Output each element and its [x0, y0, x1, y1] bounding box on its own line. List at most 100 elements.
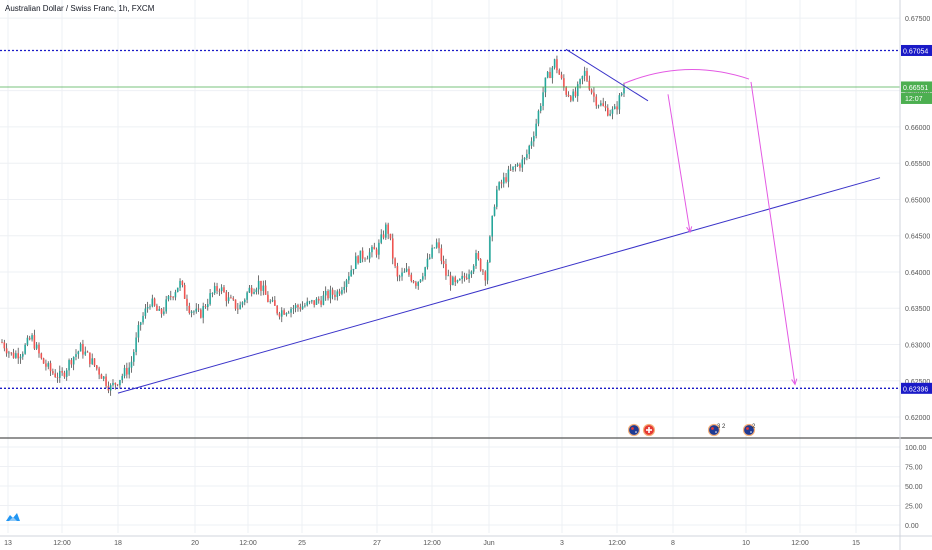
- candle-body: [311, 300, 313, 302]
- candle-body: [435, 242, 438, 248]
- candle-body: [3, 342, 6, 349]
- candle-body: [52, 371, 54, 374]
- candle-body: [519, 164, 521, 168]
- candle-body: [604, 105, 607, 108]
- candle-body: [422, 276, 424, 280]
- candle-body: [472, 265, 475, 272]
- candle-body: [442, 260, 445, 264]
- candle-body: [287, 312, 290, 314]
- candle-body: [183, 285, 186, 299]
- candle-body: [202, 306, 204, 318]
- flag-au-icon[interactable]: 3 2: [707, 423, 727, 437]
- candle-body: [149, 306, 151, 308]
- candle-body: [232, 298, 235, 300]
- candle-body: [516, 164, 519, 166]
- candle-body: [253, 292, 255, 294]
- candle-body: [116, 384, 119, 386]
- candle-body: [618, 95, 621, 110]
- forecast-arrow-1-head: [686, 226, 693, 234]
- candle-body: [146, 306, 149, 309]
- candle-body: [394, 258, 396, 267]
- candle-body: [408, 268, 410, 275]
- candle-body: [602, 103, 604, 106]
- flag-au-icon[interactable]: 2: [742, 423, 757, 437]
- candle-body: [283, 310, 285, 315]
- symbol-title[interactable]: Australian Dollar / Swiss Franc, 1h, FXC…: [5, 4, 155, 13]
- x-tick-label: 18: [114, 540, 122, 547]
- support-price-label-text: 0.62396: [903, 386, 928, 393]
- candle-body: [320, 300, 322, 305]
- candle-body: [119, 380, 121, 386]
- candle-body: [447, 275, 450, 277]
- candle-body: [424, 267, 426, 277]
- candle-body: [586, 70, 588, 81]
- candle-body: [475, 253, 477, 266]
- candle-body: [176, 287, 179, 293]
- candle-body: [38, 344, 40, 354]
- flag-ch-cross-h: [646, 429, 652, 431]
- candle-body: [428, 257, 431, 259]
- candle-body: [299, 307, 302, 310]
- x-tick-label: 10: [742, 540, 750, 547]
- x-tick-label: 12:00: [423, 540, 441, 547]
- candle-body: [454, 277, 457, 283]
- event-count: 2: [752, 424, 756, 430]
- candle-body: [470, 271, 473, 275]
- candle-body: [93, 358, 96, 366]
- candle-body: [324, 291, 327, 296]
- candle-body: [35, 344, 38, 349]
- candle-body: [278, 313, 281, 317]
- candle-body: [209, 293, 211, 305]
- y-tick-label: 0.62500: [905, 379, 930, 386]
- candle-body: [77, 351, 80, 355]
- candle-body: [105, 376, 107, 386]
- candle-body: [142, 315, 144, 323]
- candle-body: [225, 292, 228, 302]
- event-count: 3 2: [717, 424, 726, 430]
- candle-body: [415, 282, 417, 286]
- candle-body: [26, 337, 29, 345]
- candle-body: [246, 292, 248, 300]
- candle-body: [308, 301, 311, 303]
- candle-body: [600, 103, 602, 106]
- candle-body: [521, 159, 524, 168]
- candle-body: [121, 375, 124, 381]
- candle-body: [47, 363, 50, 367]
- y-tick-label: 0.65000: [905, 197, 930, 204]
- candle-body: [237, 308, 239, 310]
- candle-body: [546, 71, 549, 78]
- candle-body: [82, 343, 84, 355]
- candle-body: [174, 292, 177, 298]
- candle-body: [239, 304, 241, 310]
- candle-body: [100, 374, 103, 379]
- candle-body: [197, 308, 200, 310]
- candle-body: [334, 294, 336, 297]
- candle-body: [257, 280, 260, 290]
- candle-body: [195, 308, 198, 312]
- candle-body: [153, 298, 156, 306]
- candle-body: [63, 372, 66, 377]
- candle-body: [230, 297, 232, 299]
- tradingview-logo-icon[interactable]: [5, 511, 21, 523]
- candle-body: [378, 242, 380, 255]
- candle-body: [10, 352, 13, 354]
- flag-au-icon[interactable]: [627, 423, 641, 437]
- candle-body: [502, 177, 505, 184]
- candle-body: [65, 370, 68, 377]
- candle-body: [366, 258, 369, 260]
- grid-lines: [0, 0, 900, 533]
- candle-body: [616, 106, 618, 110]
- flag-ch-icon[interactable]: [642, 423, 656, 437]
- candle-body: [583, 70, 586, 76]
- candle-body: [403, 271, 406, 273]
- candle-body: [528, 145, 530, 155]
- candle-body: [91, 358, 93, 365]
- candle-body: [123, 367, 126, 376]
- candle-body: [304, 305, 306, 307]
- candle-body: [280, 310, 283, 317]
- candle-body: [5, 348, 8, 354]
- candle-body: [398, 276, 401, 278]
- candle-body: [440, 248, 443, 261]
- candle-body: [533, 135, 535, 142]
